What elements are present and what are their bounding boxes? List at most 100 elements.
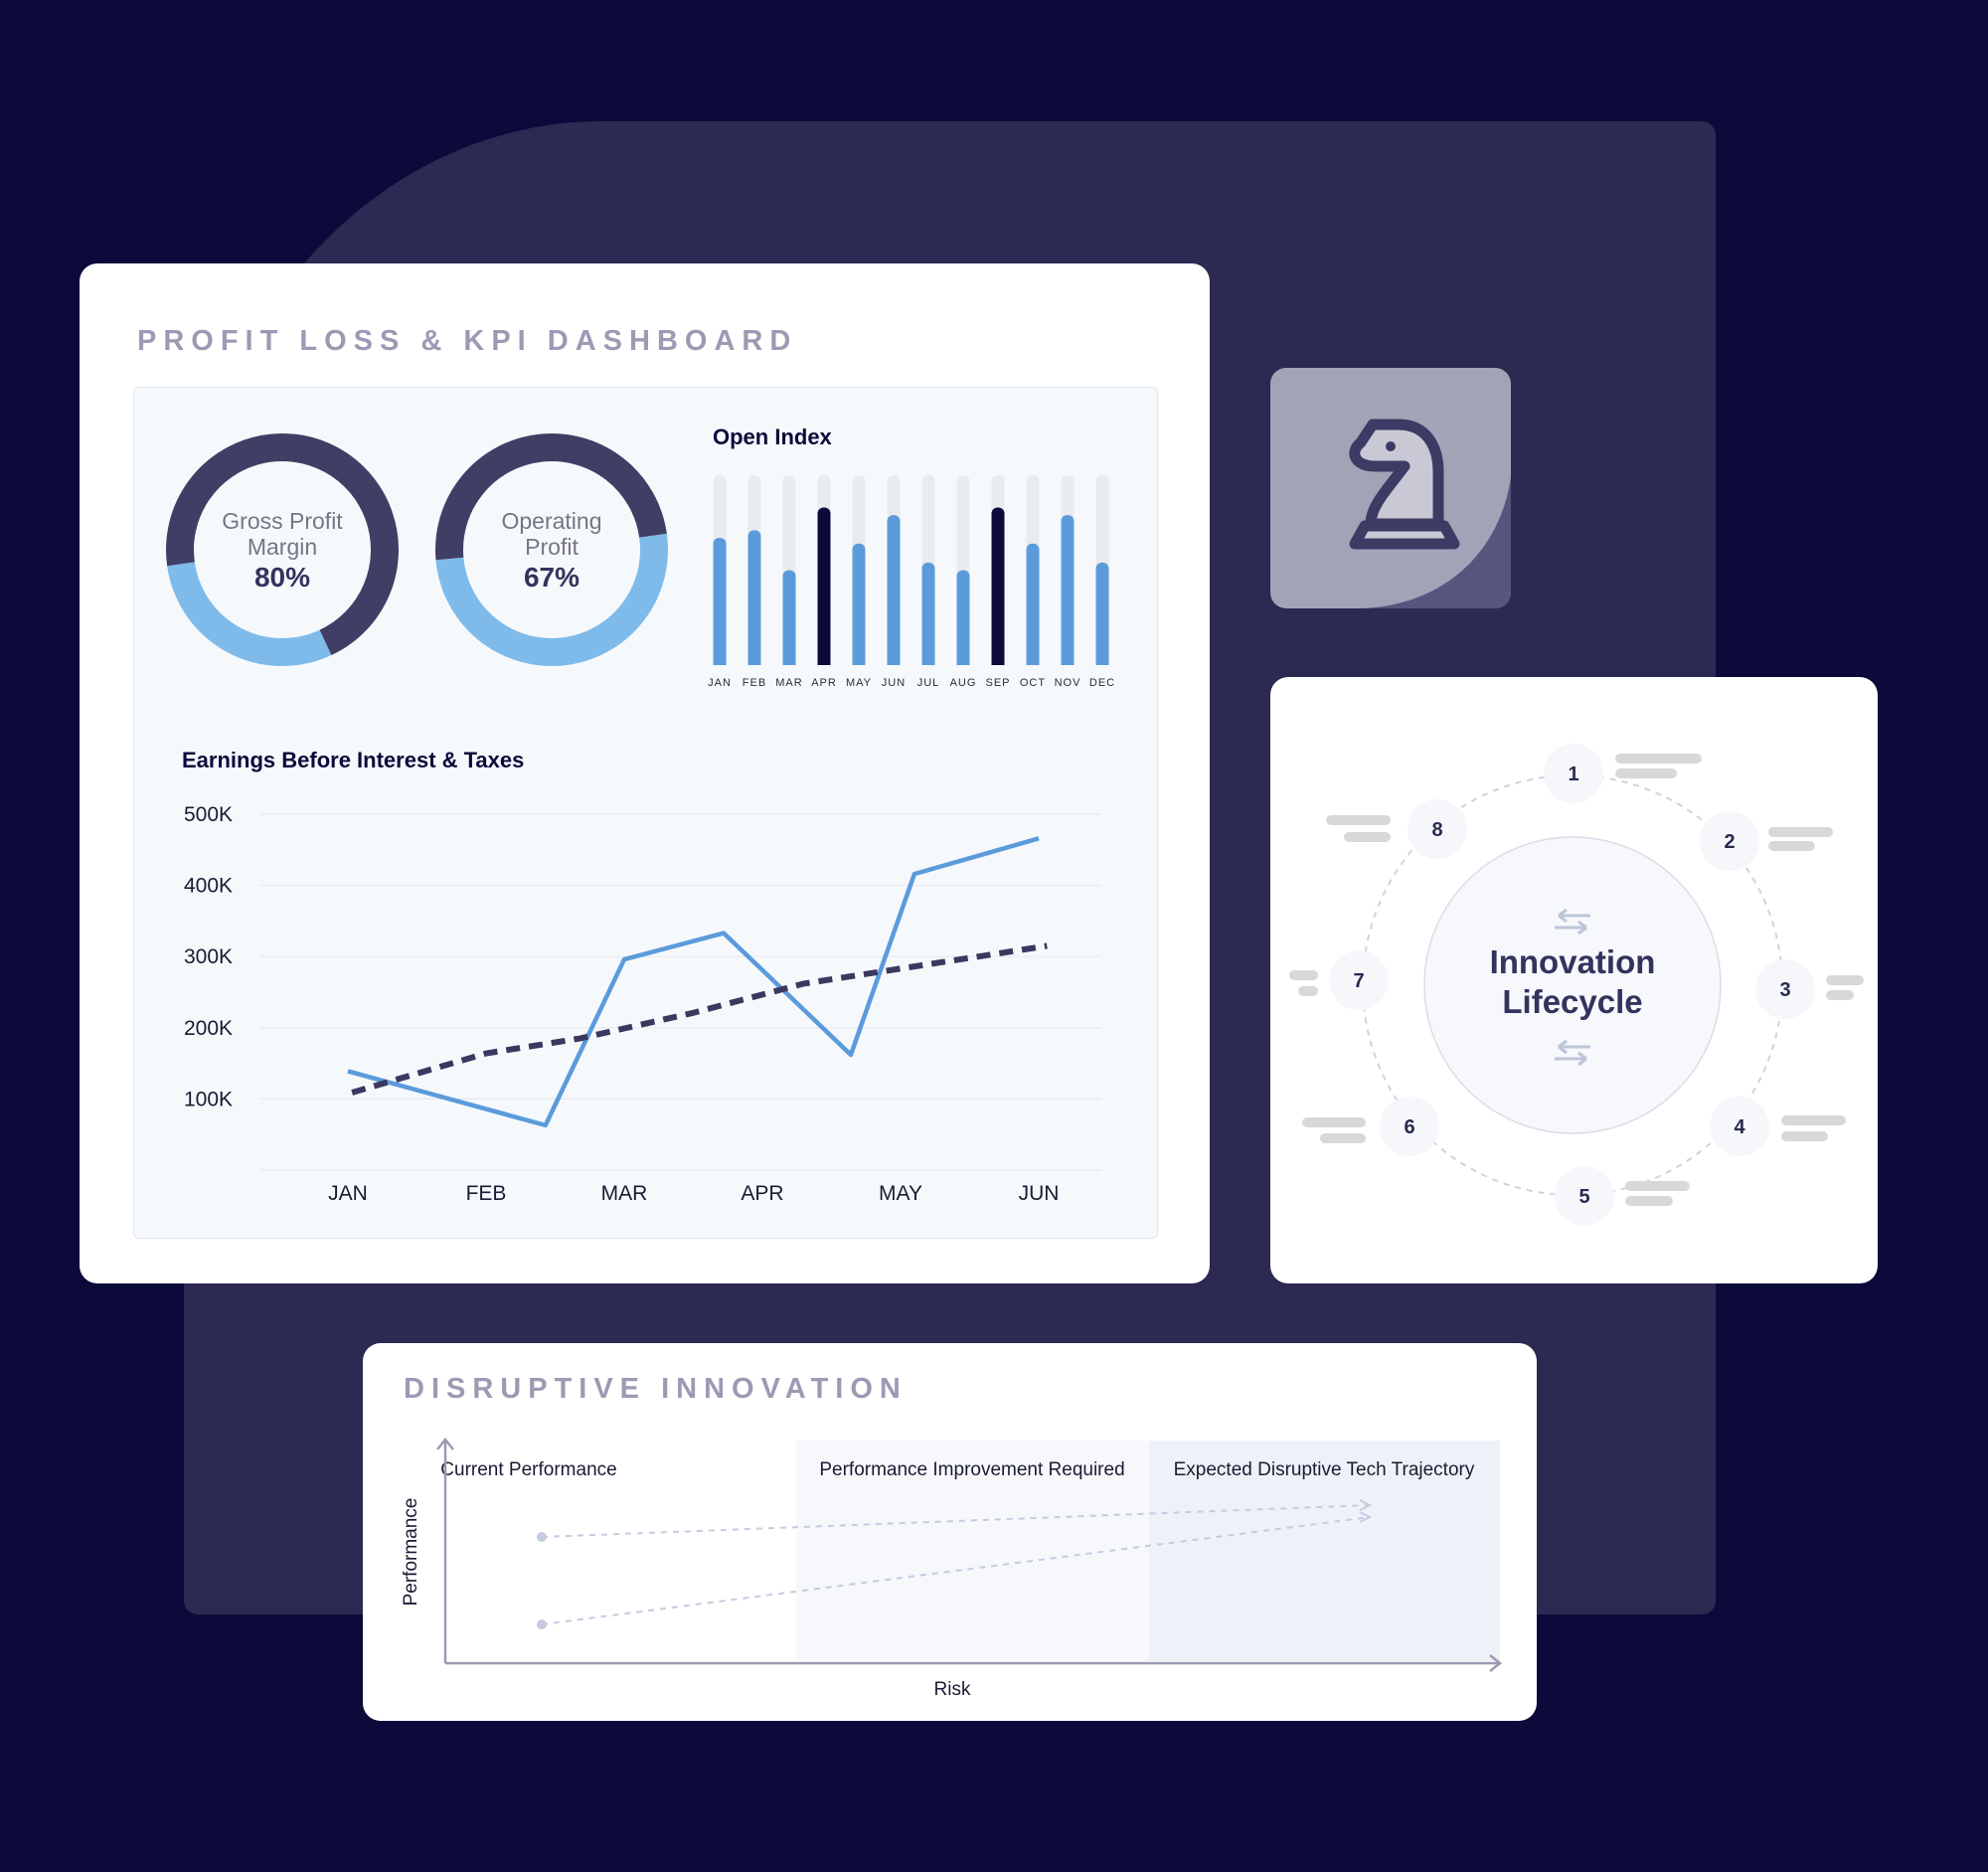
point-disruptive — [537, 1619, 547, 1629]
lifecycle-node-5[interactable]: 5 — [1555, 1166, 1690, 1226]
series-line-dashed — [351, 942, 1048, 1096]
x-tick-label: JAN — [328, 1182, 368, 1205]
lifecycle-diagram: Innovation Lifecycle 1 2 3 4 5 6 7 8 — [1289, 744, 1864, 1226]
disruptive-chart: Current Performance Performance Improvem… — [401, 1437, 1503, 1700]
lifecycle-node-7[interactable]: 7 — [1289, 950, 1389, 1010]
donut-label-line1: Gross Profit — [222, 508, 343, 534]
placeholder-text-line — [1625, 1181, 1690, 1191]
dashboard-charts: Gross ProfitMargin80%OperatingProfit67% … — [166, 425, 1115, 1205]
bar-fill — [747, 530, 761, 665]
open-index-title: Open Index — [713, 425, 833, 449]
node-number: 1 — [1568, 764, 1578, 785]
bar-fill — [991, 507, 1005, 665]
trajectory-line-disruptive — [541, 1516, 1371, 1625]
strategy-card[interactable] — [1270, 368, 1511, 608]
y-axis — [436, 1437, 454, 1663]
bar-base — [887, 659, 901, 665]
bar-fill — [1061, 515, 1075, 665]
placeholder-text-line — [1615, 754, 1702, 764]
placeholder-text-line — [1768, 841, 1815, 851]
bar-base — [921, 659, 935, 665]
bar-base — [991, 659, 1005, 665]
bar-base — [1026, 659, 1040, 665]
column-label-improvement: Performance Improvement Required — [819, 1459, 1124, 1480]
column-bg-improvement — [796, 1441, 1149, 1661]
lifecycle-node-1[interactable]: 1 — [1544, 744, 1702, 803]
node-number: 3 — [1779, 979, 1790, 1001]
bar-aug: AUG — [950, 475, 977, 689]
y-axis-label: Performance — [401, 1498, 421, 1607]
arrowheads — [1359, 1499, 1373, 1523]
y-tick-label: 400K — [184, 875, 233, 898]
placeholder-text-line — [1826, 975, 1864, 985]
node-circle — [1755, 959, 1815, 1019]
lifecycle-node-8[interactable]: 8 — [1326, 799, 1467, 859]
lifecycle-node-6[interactable]: 6 — [1302, 1097, 1439, 1156]
bar-oct: OCT — [1020, 475, 1045, 689]
lifecycle-title-line2: Lifecycle — [1502, 983, 1642, 1020]
bar-sep: SEP — [985, 475, 1010, 689]
bar-fill — [1095, 562, 1109, 665]
node-circle — [1544, 744, 1603, 803]
bar-tick-label: DEC — [1089, 677, 1115, 689]
placeholder-text-line — [1326, 815, 1391, 825]
x-axis-label: Risk — [934, 1679, 971, 1700]
lifecycle-title-line1: Innovation — [1490, 943, 1656, 980]
placeholder-text-line — [1781, 1115, 1846, 1125]
y-tick-label: 200K — [184, 1017, 233, 1040]
placeholder-text-line — [1625, 1196, 1673, 1206]
bar-fill — [817, 507, 831, 665]
x-tick-label: APR — [741, 1182, 783, 1205]
node-number: 4 — [1734, 1116, 1745, 1138]
node-number: 8 — [1431, 819, 1442, 841]
dashboard-title: PROFIT LOSS & KPI DASHBOARD — [137, 325, 798, 357]
node-number: 6 — [1404, 1116, 1414, 1138]
donut-value: 67% — [524, 562, 580, 593]
chess-knight-icon — [1349, 419, 1460, 550]
bar-apr: APR — [811, 475, 836, 689]
bar-tick-label: JAN — [708, 677, 732, 689]
placeholder-text-line — [1826, 990, 1854, 1000]
bar-tick-label: SEP — [985, 677, 1010, 689]
bar-fill — [713, 538, 727, 665]
node-circle — [1710, 1097, 1769, 1156]
bar-fill — [921, 562, 935, 665]
bar-fill — [852, 543, 866, 665]
profit-loss-dashboard-card: PROFIT LOSS & KPI DASHBOARD Gross Profit… — [80, 263, 1210, 1283]
x-tick-label: MAY — [879, 1182, 922, 1205]
lifecycle-node-3[interactable]: 3 — [1755, 959, 1864, 1019]
lifecycle-center — [1423, 836, 1722, 1134]
lifecycle-node-2[interactable]: 2 — [1700, 811, 1833, 871]
point-current — [537, 1532, 547, 1542]
bar-may: MAY — [846, 475, 871, 689]
x-tick-label: MAR — [601, 1182, 648, 1205]
donut-segment-light — [435, 533, 668, 666]
bar-base — [782, 659, 796, 665]
x-tick-label: JUN — [1019, 1182, 1060, 1205]
placeholder-text-line — [1289, 970, 1318, 980]
donut-segment-dark — [435, 433, 667, 561]
innovation-lifecycle-card: Innovation Lifecycle 1 2 3 4 5 6 7 8 — [1270, 677, 1878, 1283]
bar-mar: MAR — [775, 475, 802, 689]
bar-base — [747, 659, 761, 665]
trajectory-lines — [541, 1499, 1373, 1625]
placeholder-text-line — [1302, 1117, 1366, 1127]
node-circle — [1700, 811, 1759, 871]
placeholder-text-line — [1344, 832, 1391, 842]
lifecycle-node-4[interactable]: 4 — [1710, 1097, 1846, 1156]
donut-value: 80% — [254, 562, 310, 593]
column-label-current: Current Performance — [440, 1459, 616, 1480]
series-line-solid — [347, 836, 1040, 1128]
bar-tick-label: MAR — [775, 677, 802, 689]
swap-arrows-icon — [1555, 1039, 1590, 1067]
bar-tick-label: NOV — [1055, 677, 1081, 689]
node-circle — [1380, 1097, 1439, 1156]
node-number: 2 — [1724, 831, 1735, 853]
bar-tick-label: JUN — [882, 677, 906, 689]
bar-dec: DEC — [1089, 475, 1115, 689]
placeholder-text-line — [1781, 1131, 1828, 1141]
bar-tick-label: AUG — [950, 677, 977, 689]
bar-fill — [782, 570, 796, 665]
